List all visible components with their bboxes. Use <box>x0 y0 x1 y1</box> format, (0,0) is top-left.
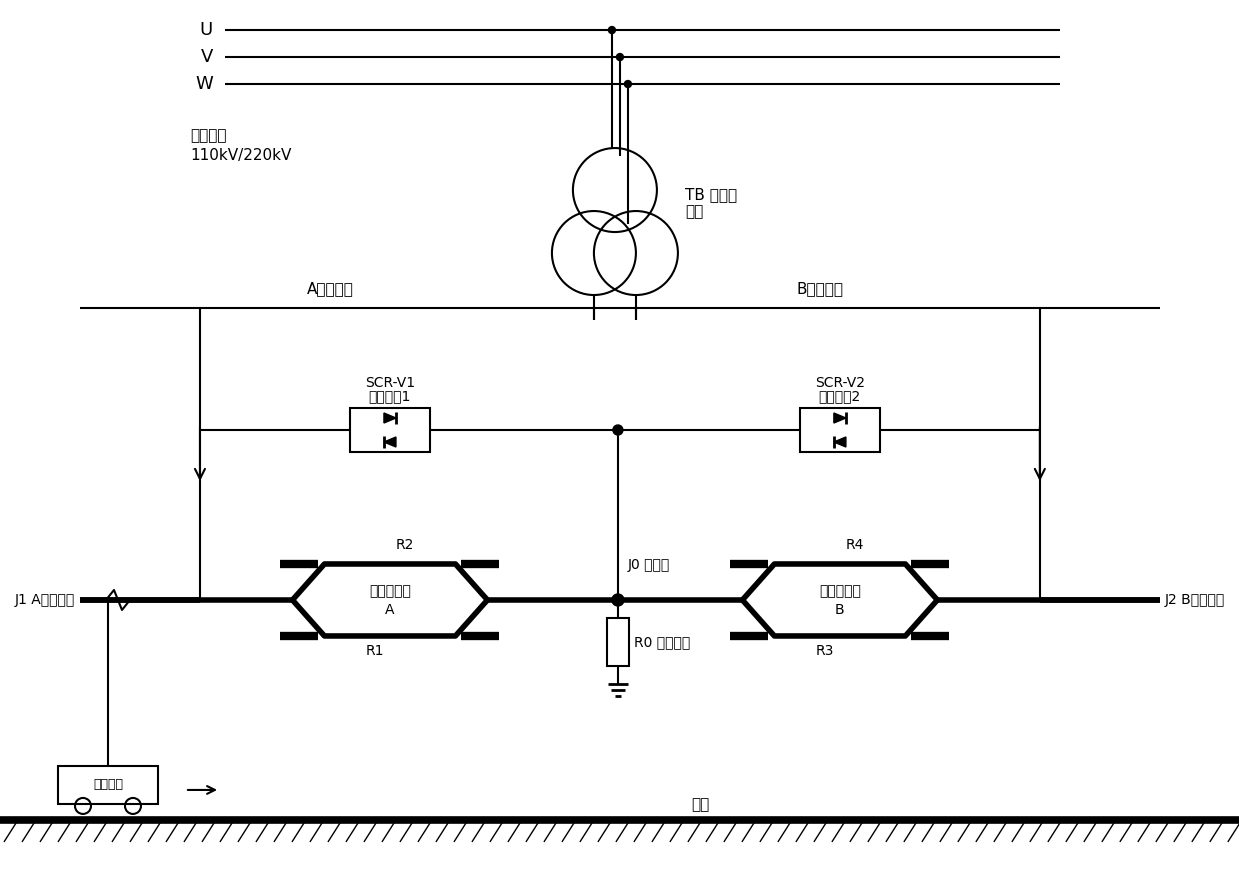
Circle shape <box>613 425 623 435</box>
Circle shape <box>608 26 616 33</box>
Polygon shape <box>384 437 396 447</box>
Text: 钢轨: 钢轨 <box>691 797 709 812</box>
Text: J0 中性段: J0 中性段 <box>628 558 670 572</box>
Polygon shape <box>384 413 396 423</box>
Polygon shape <box>834 413 846 423</box>
Text: 电力机车: 电力机车 <box>93 779 123 792</box>
Text: U: U <box>199 21 213 39</box>
Text: W: W <box>196 75 213 93</box>
Circle shape <box>624 80 632 87</box>
Polygon shape <box>834 437 846 447</box>
Bar <box>800 408 880 452</box>
Bar <box>349 408 430 452</box>
Text: V: V <box>201 48 213 66</box>
Text: 电子开关2: 电子开关2 <box>819 389 861 403</box>
Text: 电力系统: 电力系统 <box>190 128 227 143</box>
Circle shape <box>612 594 624 606</box>
Bar <box>607 618 629 666</box>
Text: R4: R4 <box>846 538 864 552</box>
Text: R1: R1 <box>366 644 384 658</box>
Text: SCR-V2: SCR-V2 <box>815 376 865 390</box>
Text: B相供电臂: B相供电臂 <box>797 281 844 296</box>
Text: R3: R3 <box>815 644 834 658</box>
Text: R0 续流电阻: R0 续流电阻 <box>634 635 690 649</box>
Text: B: B <box>835 603 845 617</box>
Text: R2: R2 <box>395 538 414 552</box>
Text: 压器: 压器 <box>685 204 704 219</box>
Text: TB 牵引变: TB 牵引变 <box>685 188 737 203</box>
Text: 110kV/220kV: 110kV/220kV <box>190 148 291 163</box>
Circle shape <box>617 53 623 60</box>
Text: J1 A相供电臂: J1 A相供电臂 <box>15 593 76 607</box>
Text: A相供电臂: A相供电臂 <box>306 281 353 296</box>
Text: 分相绝缘器: 分相绝缘器 <box>369 584 411 598</box>
Text: 电子开关1: 电子开关1 <box>369 389 411 403</box>
Text: J2 B相供电臂: J2 B相供电臂 <box>1165 593 1225 607</box>
Text: A: A <box>385 603 395 617</box>
Text: 分相绝缘器: 分相绝缘器 <box>819 584 861 598</box>
Bar <box>58 766 159 804</box>
Text: SCR-V1: SCR-V1 <box>364 376 415 390</box>
